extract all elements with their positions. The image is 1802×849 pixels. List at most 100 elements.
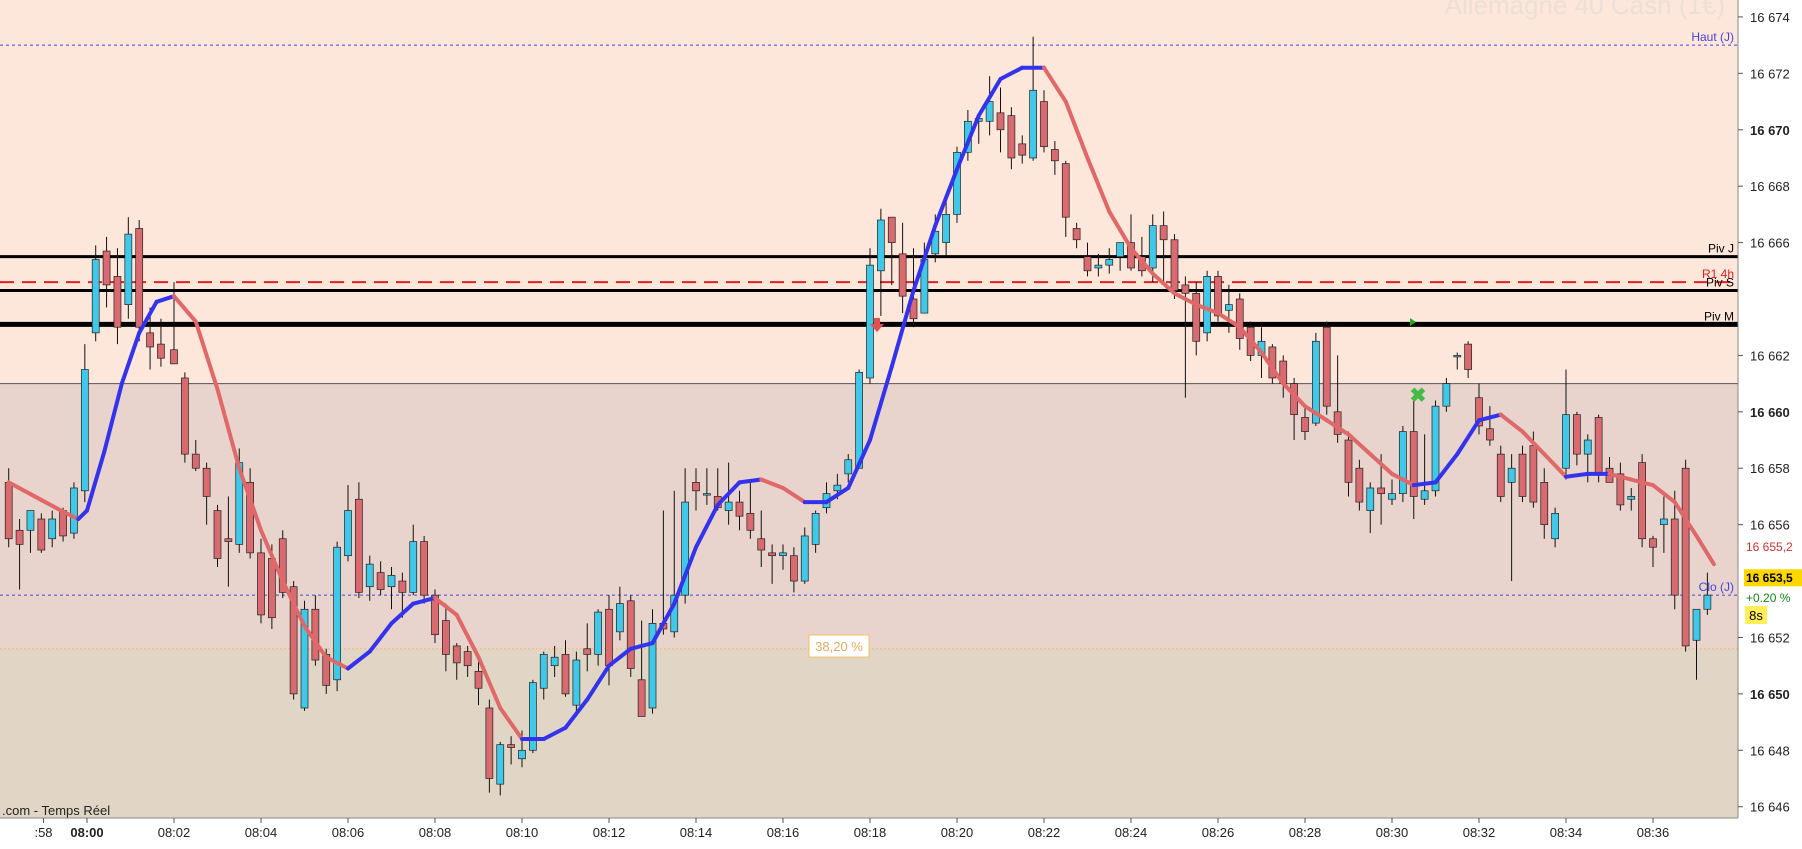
candle-body[interactable] [550, 656, 559, 667]
candle-body[interactable] [1007, 115, 1016, 159]
candle-body[interactable] [746, 513, 755, 531]
candle-body[interactable] [1583, 439, 1592, 455]
candle-body[interactable] [442, 620, 450, 655]
candle-body[interactable] [102, 250, 111, 286]
candle-body[interactable] [1409, 431, 1418, 497]
candle-body[interactable] [1703, 594, 1712, 610]
candle-body[interactable] [1649, 538, 1657, 548]
candle-body[interactable] [518, 749, 526, 760]
candle-body[interactable] [1540, 481, 1549, 525]
candle-body[interactable] [996, 112, 1005, 131]
candle-body[interactable] [539, 654, 548, 689]
candle-body[interactable] [942, 214, 950, 243]
candle-body[interactable] [48, 518, 57, 540]
candle-body[interactable] [626, 600, 635, 669]
candle-body[interactable] [583, 648, 592, 655]
candle-body[interactable] [1235, 298, 1244, 339]
candle-body[interactable] [1660, 518, 1668, 525]
candle-body[interactable] [637, 679, 646, 717]
candle-body[interactable] [409, 541, 418, 593]
candle-body[interactable] [420, 541, 428, 596]
candle-body[interactable] [724, 501, 733, 511]
candle-body[interactable] [1573, 414, 1581, 455]
candle-body[interactable] [387, 575, 396, 588]
candle-body[interactable] [496, 744, 505, 785]
candle-body[interactable] [1627, 496, 1636, 500]
candle-body[interactable] [1029, 89, 1037, 159]
candle-body[interactable] [376, 572, 385, 590]
candle-body[interactable] [1366, 487, 1375, 511]
candle-body[interactable] [616, 603, 624, 633]
candle-body[interactable] [1475, 397, 1483, 427]
candle-body[interactable] [735, 501, 744, 517]
candle-body[interactable] [1594, 417, 1603, 475]
candle-body[interactable] [985, 101, 994, 122]
candle-body[interactable] [1116, 242, 1124, 258]
candle-body[interactable] [1225, 304, 1233, 311]
candle-body[interactable] [113, 276, 122, 328]
candle-body[interactable] [463, 651, 472, 667]
candle-body[interactable] [898, 253, 907, 297]
candle-body[interactable] [681, 501, 689, 596]
candle-body[interactable] [790, 555, 798, 582]
candle-body[interactable] [1486, 428, 1494, 441]
candle-body[interactable] [1312, 340, 1320, 424]
candle-body[interactable] [1681, 467, 1690, 647]
candle-body[interactable] [561, 654, 570, 695]
candle-body[interactable] [1507, 467, 1516, 483]
candle-body[interactable] [289, 586, 298, 695]
candle-body[interactable] [1344, 439, 1353, 483]
candle-body[interactable] [485, 707, 494, 779]
candle-body[interactable] [1496, 453, 1505, 497]
candle-body[interactable] [26, 510, 35, 531]
candle-body[interactable] [268, 558, 276, 619]
candle-body[interactable] [398, 580, 407, 593]
candle-body[interactable] [1562, 414, 1570, 469]
candle-body[interactable] [224, 538, 233, 542]
candle-body[interactable] [333, 546, 341, 681]
candle-body[interactable] [1464, 343, 1472, 370]
candle-body[interactable] [191, 453, 200, 469]
candle-body[interactable] [146, 332, 154, 348]
candle-body[interactable] [1214, 276, 1222, 317]
candle-body[interactable] [365, 563, 374, 588]
candle-body[interactable] [877, 219, 885, 272]
candle-body[interactable] [37, 518, 46, 551]
candle-body[interactable] [866, 264, 874, 379]
candle-body[interactable] [278, 538, 287, 593]
candle-body[interactable] [452, 645, 461, 664]
candle-body[interactable] [529, 682, 537, 751]
candle-body[interactable] [1061, 163, 1070, 218]
candle-body[interactable] [1377, 487, 1385, 494]
candle-body[interactable] [1692, 608, 1701, 641]
candle-body[interactable] [692, 481, 700, 492]
candle-body[interactable] [170, 349, 178, 365]
candle-body[interactable] [257, 552, 265, 616]
candle-body[interactable] [605, 608, 613, 667]
candle-body[interactable] [4, 481, 13, 540]
candle-body[interactable] [1094, 264, 1103, 269]
candle-body[interactable] [181, 377, 189, 455]
candle-body[interactable] [1301, 417, 1309, 432]
candle-body[interactable] [1638, 462, 1646, 540]
candle-body[interactable] [800, 535, 809, 582]
candle-body[interactable] [1388, 493, 1396, 500]
candle-body[interactable] [1051, 149, 1059, 162]
candle-body[interactable] [1159, 225, 1168, 241]
candle-body[interactable] [124, 233, 133, 305]
candle-body[interactable] [1322, 326, 1331, 407]
candle-body[interactable] [213, 510, 222, 559]
candle-body[interactable] [844, 459, 853, 475]
candle-body[interactable] [1399, 431, 1407, 494]
candle-body[interactable] [1040, 101, 1048, 148]
candle-body[interactable] [1170, 239, 1179, 291]
candle-body[interactable] [648, 623, 657, 709]
candle-body[interactable] [507, 744, 515, 748]
candle-body[interactable] [70, 487, 78, 534]
candle-body[interactable] [1551, 513, 1559, 540]
candle-body[interactable] [768, 552, 776, 557]
candle-body[interactable] [1203, 276, 1211, 334]
candle-body[interactable] [1018, 143, 1027, 156]
